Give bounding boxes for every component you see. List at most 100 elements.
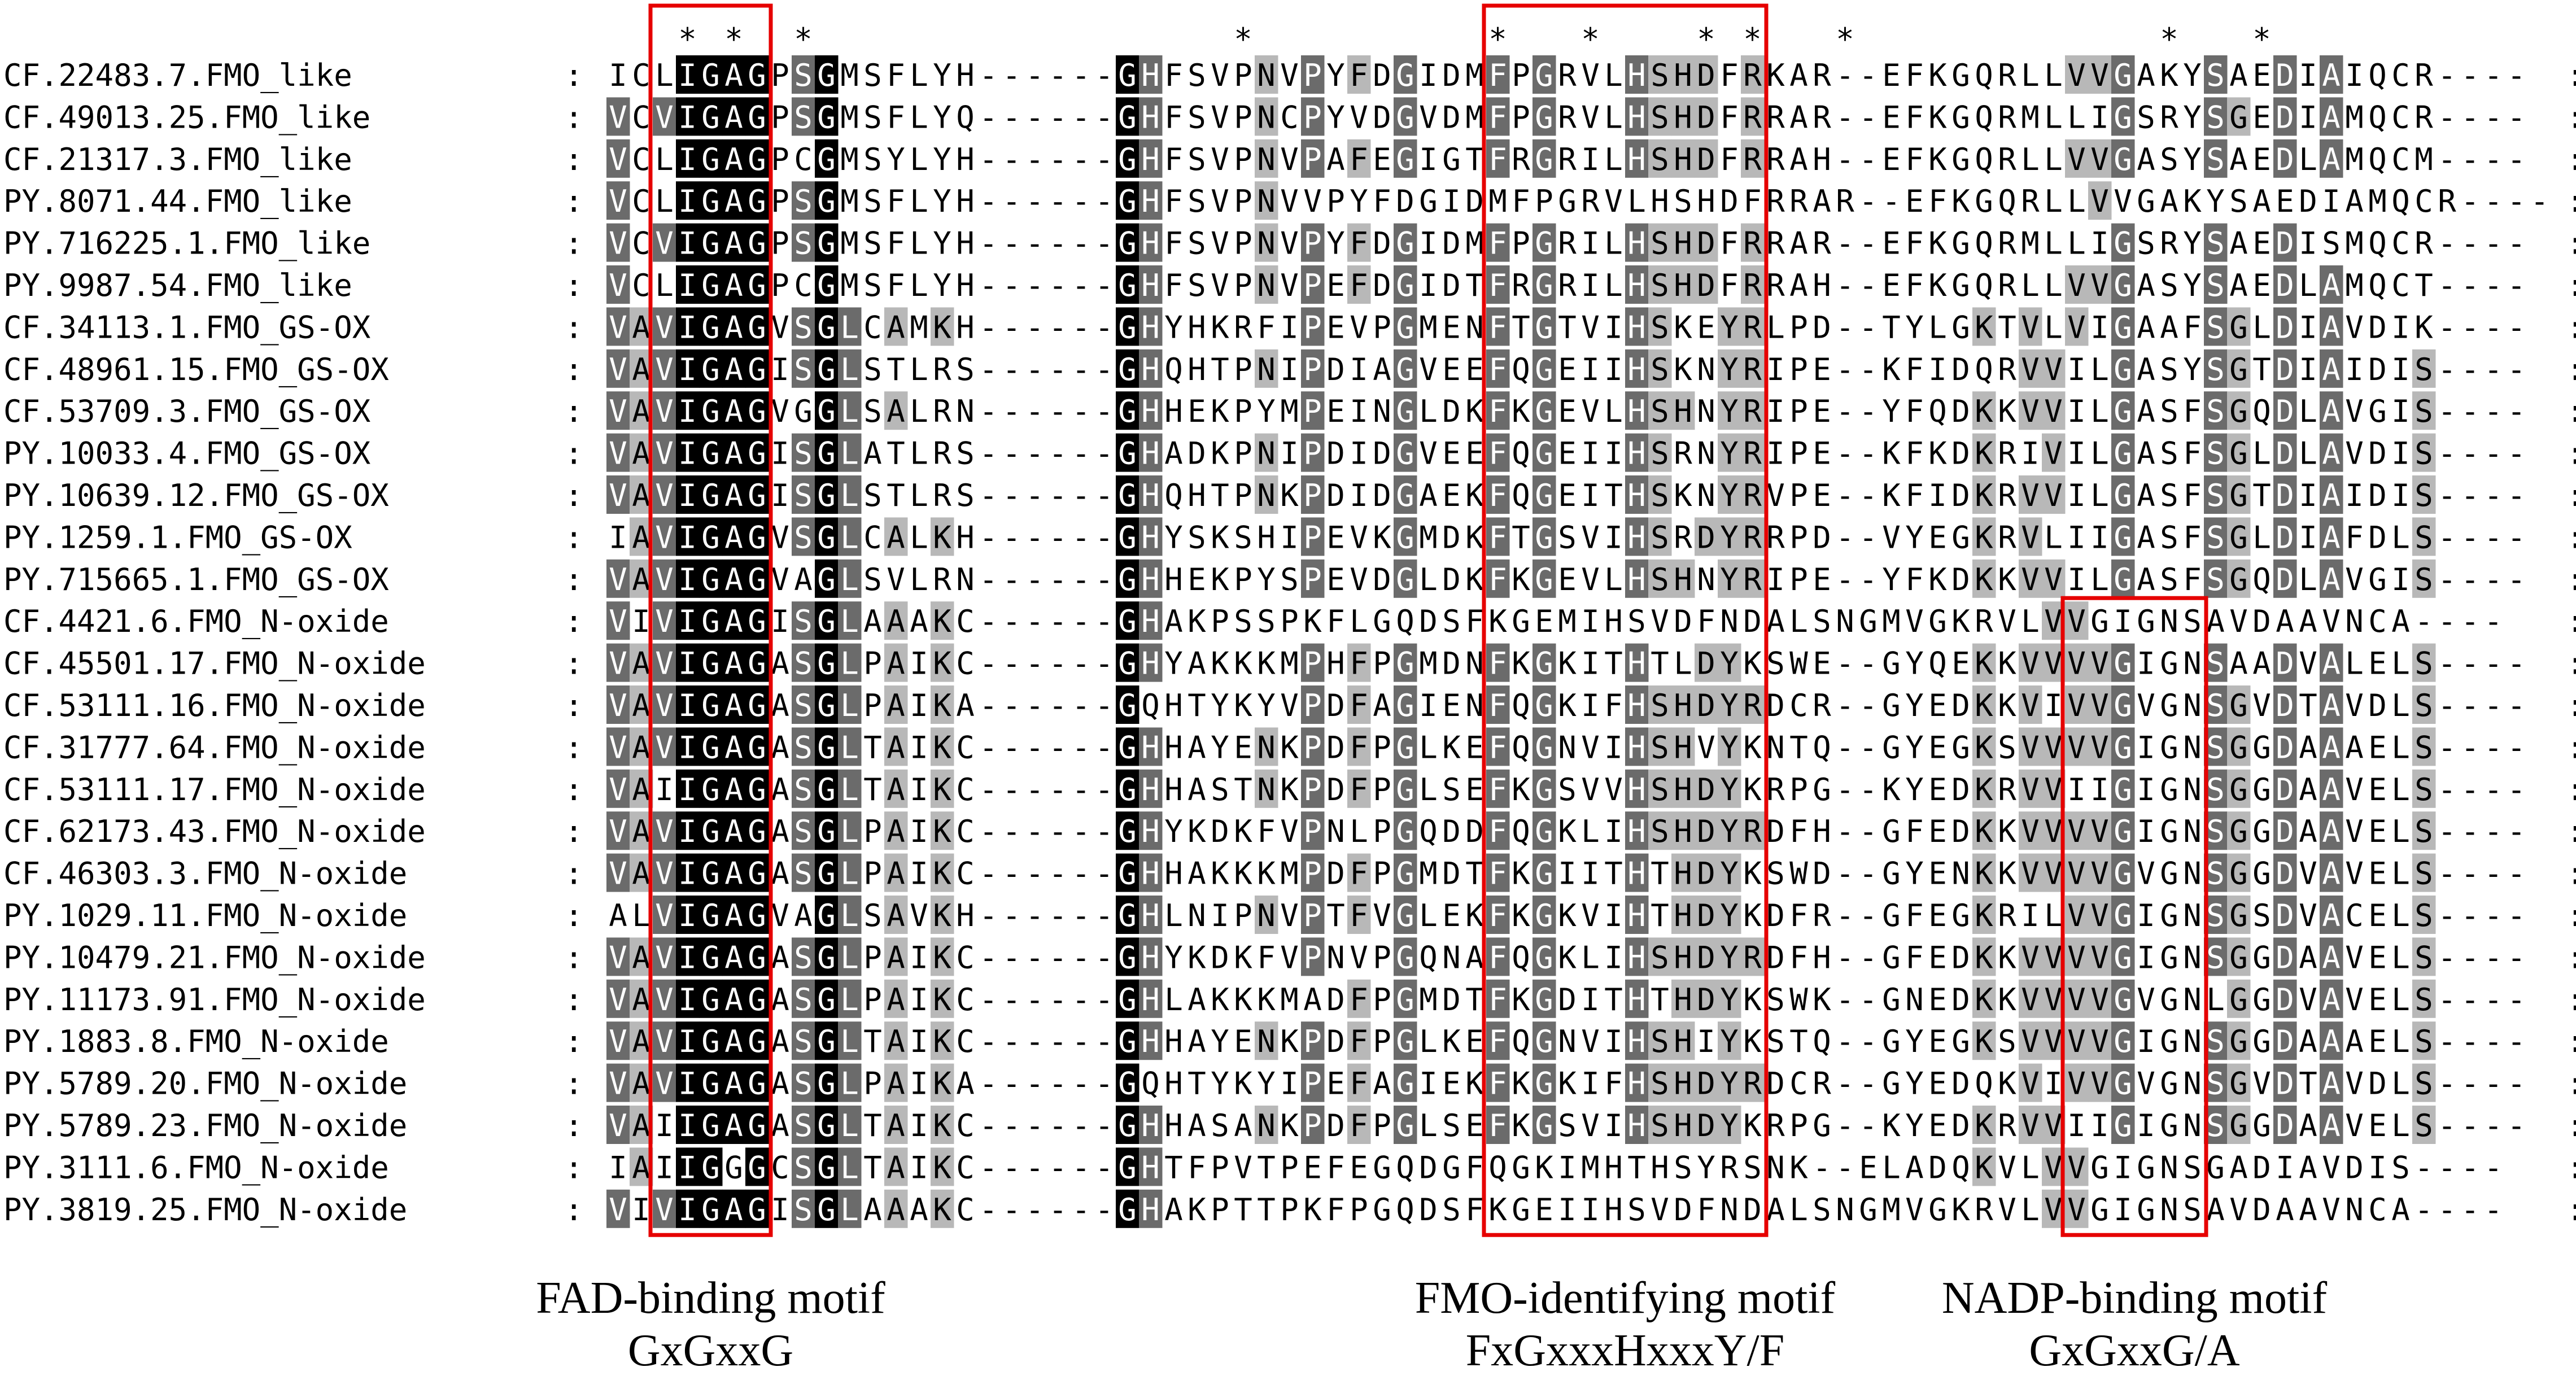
residue: F (1789, 814, 1808, 849)
residue: I (1581, 226, 1600, 261)
residue: D (2276, 562, 2294, 597)
residue: G (1118, 352, 1137, 387)
residue: M (1465, 99, 1484, 135)
residue: L (840, 309, 859, 345)
residue: A (771, 730, 789, 765)
residue-shade (722, 55, 746, 94)
residue: - (1049, 394, 1067, 429)
residue: A (771, 814, 789, 849)
residue: V (2090, 142, 2109, 177)
row-separator-end: : (2566, 562, 2576, 597)
residue: G (2160, 730, 2178, 765)
residue: F (1350, 856, 1368, 892)
residue: L (910, 352, 928, 387)
residue: A (1373, 352, 1391, 387)
residue: K (1975, 1150, 1993, 1185)
residue: - (1049, 646, 1067, 682)
residue: A (2229, 1150, 2248, 1185)
residue: L (2044, 898, 2063, 933)
residue-shade (606, 265, 630, 304)
residue: V (609, 1066, 627, 1102)
residue: G (1535, 688, 1553, 723)
residue: S (2206, 99, 2225, 135)
residue-shade (722, 601, 746, 640)
residue: - (1095, 604, 1114, 639)
residue: G (1118, 99, 1137, 135)
residue: V (2044, 1024, 2063, 1059)
residue: V (2345, 562, 2364, 597)
residue: V (2044, 730, 2063, 765)
residue: D (1766, 688, 1785, 723)
residue: Y (1905, 1108, 1924, 1143)
residue: K (933, 1150, 951, 1185)
motif-label: FMO-identifying motif (1415, 1273, 1836, 1323)
residue: V (2044, 562, 2063, 597)
residue: L (2090, 436, 2109, 471)
residue: L (655, 184, 674, 219)
residue: K (1674, 352, 1692, 387)
sequence-name: CF.34113.1.FMO_GS-OX (3, 309, 371, 345)
residue: G (2229, 352, 2248, 387)
residue: - (2507, 142, 2526, 177)
residue: A (2322, 940, 2341, 975)
residue: P (1373, 856, 1391, 892)
residue: - (2484, 730, 2503, 765)
residue: P (771, 268, 789, 303)
residue: V (2067, 730, 2086, 765)
residue-shade (722, 727, 746, 766)
residue: E (2368, 1024, 2387, 1059)
residue: I (609, 1150, 627, 1185)
residue: D (1813, 519, 1831, 555)
residue: I (2021, 436, 2040, 471)
residue: A (2345, 1024, 2364, 1059)
residue: V (2021, 394, 2040, 429)
residue: K (1257, 982, 1276, 1017)
residue: N (1442, 940, 1461, 975)
residue: A (632, 982, 650, 1017)
residue: I (2299, 519, 2317, 555)
residue: G (701, 226, 720, 261)
residue: D (1442, 394, 1461, 429)
residue: P (1789, 394, 1808, 429)
residue: A (887, 1024, 905, 1059)
residue: H (1627, 352, 1646, 387)
residue: V (1581, 519, 1600, 555)
residue: I (2044, 688, 2063, 723)
residue: L (910, 184, 928, 219)
residue: L (910, 58, 928, 93)
residue: L (2252, 519, 2271, 555)
residue: - (1002, 1066, 1021, 1102)
residue: T (1465, 982, 1484, 1017)
residue: K (1975, 519, 1993, 555)
residue: H (1627, 730, 1646, 765)
motif-pattern: GxGxxG (628, 1326, 793, 1375)
residue: - (1002, 99, 1021, 135)
residue: I (2137, 898, 2155, 933)
residue: - (1836, 268, 1854, 303)
row-separator: : (565, 1192, 583, 1228)
residue: E (1442, 898, 1461, 933)
residue: - (1049, 1150, 1067, 1185)
residue: V (1211, 268, 1229, 303)
residue: D (1951, 478, 1970, 513)
residue: A (2391, 604, 2410, 639)
residue: I (678, 604, 697, 639)
residue: F (1488, 226, 1507, 261)
residue: A (724, 1192, 743, 1228)
residue: S (2183, 1192, 2202, 1228)
residue: K (933, 1066, 951, 1102)
residue: A (724, 226, 743, 261)
residue: C (794, 142, 813, 177)
residue: K (1280, 1024, 1299, 1059)
residue: G (2114, 352, 2132, 387)
residue: S (1558, 772, 1577, 807)
residue: S (2206, 268, 2225, 303)
residue: - (2507, 309, 2526, 345)
residue: Y (933, 99, 951, 135)
residue: A (724, 730, 743, 765)
residue: K (1928, 268, 1947, 303)
residue: V (655, 856, 674, 892)
residue: L (840, 1024, 859, 1059)
residue: I (1604, 519, 1623, 555)
residue: S (2160, 519, 2178, 555)
